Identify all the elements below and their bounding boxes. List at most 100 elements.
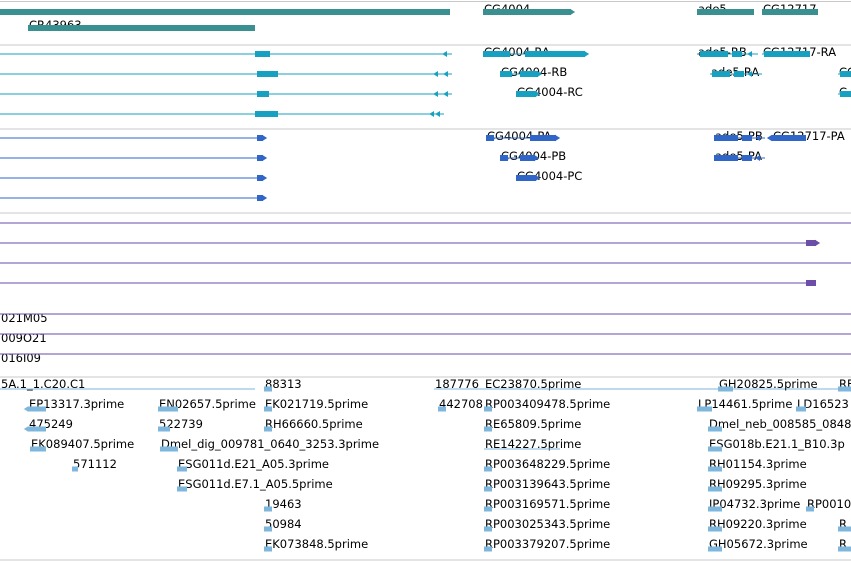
feature-187776[interactable]: 187776 — [434, 377, 484, 391]
feature-5a-1-1-c20-c1[interactable]: 5A.1_1.C20.C1 — [0, 377, 255, 391]
feature-dmel-neb-008585-0848-block[interactable] — [708, 426, 722, 432]
feature-ek073848-5prime[interactable]: EK073848.5prime — [264, 537, 368, 552]
feature-dmel-dig-009781-0640-3253-3prime[interactable]: Dmel_dig_009781_0640_3253.3prime — [160, 437, 379, 452]
feature-cg4004-pb[interactable]: CG4004-PB — [500, 149, 566, 163]
feature-re14227-5prime[interactable]: RE14227.5prime — [484, 437, 581, 451]
feature-rp0010[interactable]: RP0010 — [806, 497, 851, 512]
feature-cg12717-ra[interactable]: CG12717-RA — [762, 45, 836, 59]
feature-cg4004-rb-block[interactable] — [520, 71, 538, 77]
feature-cg4004-pa[interactable]: CG4004-PA — [486, 129, 561, 143]
feature-ep13317-3prime-block[interactable] — [28, 406, 46, 412]
feature-ade5-pb-block[interactable] — [714, 135, 738, 141]
feature-ade5-rb-block[interactable] — [700, 51, 728, 57]
feature-ade5-pa-block[interactable] — [714, 155, 738, 161]
feature-50984-block[interactable] — [264, 526, 272, 532]
feature-19463-block[interactable] — [264, 506, 272, 512]
feature-r-block[interactable] — [838, 526, 851, 532]
feature-transcript-0-block[interactable] — [255, 51, 270, 57]
feature-re-block[interactable] — [838, 386, 851, 392]
feature-transcript-1[interactable] — [0, 71, 452, 77]
feature-cg4004-pa-block[interactable] — [486, 135, 494, 141]
feature-rp003139643-5prime[interactable]: RP003139643.5prime — [484, 477, 610, 492]
feature-protein-3[interactable] — [0, 194, 268, 202]
feature-rh09220-3prime-block[interactable] — [708, 526, 722, 532]
feature-mirna-1[interactable] — [0, 239, 821, 247]
feature-ade5-pb-block[interactable] — [742, 135, 752, 141]
feature-ade5-rb[interactable]: ade5-RB — [697, 45, 758, 59]
feature-en02657-5prime[interactable]: EN02657.5prime — [158, 397, 256, 412]
feature-re65809-5prime[interactable]: RE65809.5prime — [484, 417, 581, 432]
feature-cg12717-pa-block[interactable] — [772, 135, 806, 141]
feature-rp003169571-5prime[interactable]: RP003169571.5prime — [484, 497, 610, 512]
feature-rp003379207-5prime[interactable]: RP003379207.5prime — [484, 537, 610, 552]
feature-mirna-3[interactable] — [0, 280, 816, 286]
feature-cg4004[interactable]: CG4004 — [483, 2, 576, 16]
feature-gh20825-5prime[interactable]: GH20825.5prime — [718, 377, 818, 392]
feature-cg4004-rb-block[interactable] — [500, 71, 512, 77]
feature-rh09295-3prime[interactable]: RH09295.3prime — [708, 477, 807, 492]
feature-ade5-bar[interactable] — [697, 9, 754, 15]
feature-19463[interactable]: 19463 — [264, 497, 302, 512]
feature-protein-1-block[interactable] — [257, 155, 263, 161]
feature-ek073848-5prime-block[interactable] — [264, 546, 272, 552]
feature-r[interactable]: R — [838, 537, 851, 552]
feature-88313-block[interactable] — [264, 386, 272, 392]
feature-rh01154-3prime[interactable]: RH01154.3prime — [708, 457, 807, 472]
feature-571112[interactable]: 571112 — [72, 457, 117, 472]
feature-ade5-rb-block[interactable] — [732, 51, 742, 57]
feature-rh66660-5prime[interactable]: RH66660.5prime — [264, 417, 363, 432]
feature-protein-0-block[interactable] — [257, 135, 263, 141]
feature-ld16523[interactable]: LD16523 — [796, 397, 849, 412]
feature-88313[interactable]: 88313 — [264, 377, 302, 392]
feature-cg4004-pb-block[interactable] — [520, 155, 535, 161]
feature-ade5-pb[interactable]: ade5-PB — [714, 129, 765, 143]
feature-gh05672-3prime-block[interactable] — [708, 546, 722, 552]
feature-esg011d-e21-a05-3prime-block[interactable] — [177, 466, 187, 472]
feature-gh20825-5prime-block[interactable] — [718, 386, 733, 392]
feature-esg018b-e21-1-b10-3p[interactable]: ESG018b.E21.1_B10.3p — [708, 437, 845, 452]
feature-re[interactable]: RE — [838, 377, 851, 392]
feature-rp003139643-5prime-block[interactable] — [484, 486, 492, 492]
feature-ade5[interactable]: ade5 — [696, 2, 754, 16]
feature-ld16523-block[interactable] — [796, 406, 806, 412]
feature-rp003025343-5prime[interactable]: RP003025343.5prime — [484, 517, 610, 532]
feature-cg4004-pc-block[interactable] — [516, 175, 536, 181]
feature-cg4004-pc[interactable]: CG4004-PC — [516, 169, 582, 183]
feature-en02657-5prime-block[interactable] — [158, 406, 178, 412]
feature-cg-block[interactable] — [840, 71, 851, 77]
feature-ek089407-5prime[interactable]: EK089407.5prime — [30, 437, 134, 452]
feature-ade5-ra[interactable]: ade5-RA — [710, 65, 762, 79]
feature-ade5-ra-block[interactable] — [712, 71, 730, 77]
feature-rp0010-block[interactable] — [806, 506, 814, 512]
feature-c[interactable]: C — [838, 85, 851, 99]
feature-dmel-dig-009781-0640-3253-3prime-block[interactable] — [160, 446, 178, 452]
feature-522739-block[interactable] — [158, 426, 170, 432]
feature-protein-2-block[interactable] — [257, 175, 263, 181]
feature-rp003169571-5prime-block[interactable] — [484, 506, 492, 512]
feature-protein-0[interactable] — [0, 134, 268, 142]
feature-rh66660-5prime-block[interactable] — [264, 426, 272, 432]
feature-protein-3-block[interactable] — [257, 195, 263, 201]
feature-ade5-pa-block[interactable] — [742, 155, 752, 161]
feature-esg011d-e7-1-a05-5prime[interactable]: ESG011d.E7.1_A05.5prime — [177, 477, 333, 492]
feature-cg12717-pa[interactable]: CG12717-PA — [766, 129, 845, 143]
feature-rh09295-3prime-block[interactable] — [708, 486, 722, 492]
feature-ep13317-3prime[interactable]: EP13317.3prime — [23, 397, 124, 412]
feature-gene-0[interactable] — [0, 9, 450, 15]
feature-esg018b-e21-1-b10-3p-block[interactable] — [708, 446, 722, 452]
feature-cg4004-ra-block[interactable] — [483, 51, 510, 57]
feature-lp14461-5prime[interactable]: LP14461.5prime — [697, 397, 792, 412]
feature-re65809-5prime-block[interactable] — [484, 426, 492, 432]
feature-rp003409478-5prime-block[interactable] — [484, 406, 492, 412]
feature-ek021719-5prime-block[interactable] — [264, 406, 272, 412]
feature-rp003379207-5prime-block[interactable] — [484, 546, 492, 552]
feature-r[interactable]: R — [838, 517, 851, 532]
feature-gh05672-3prime[interactable]: GH05672.3prime — [708, 537, 808, 552]
feature-rh01154-3prime-block[interactable] — [708, 466, 722, 472]
feature-cg4004-ra[interactable]: CG4004-RA — [483, 45, 590, 59]
feature-transcript-2-block[interactable] — [257, 91, 269, 97]
feature-cg4004-bar[interactable] — [483, 9, 571, 15]
feature-c-block[interactable] — [840, 91, 851, 97]
feature-dmel-neb-008585-0848[interactable]: Dmel_neb_008585_0848 — [708, 417, 851, 432]
feature-cg4004-pb-block[interactable] — [500, 155, 508, 161]
